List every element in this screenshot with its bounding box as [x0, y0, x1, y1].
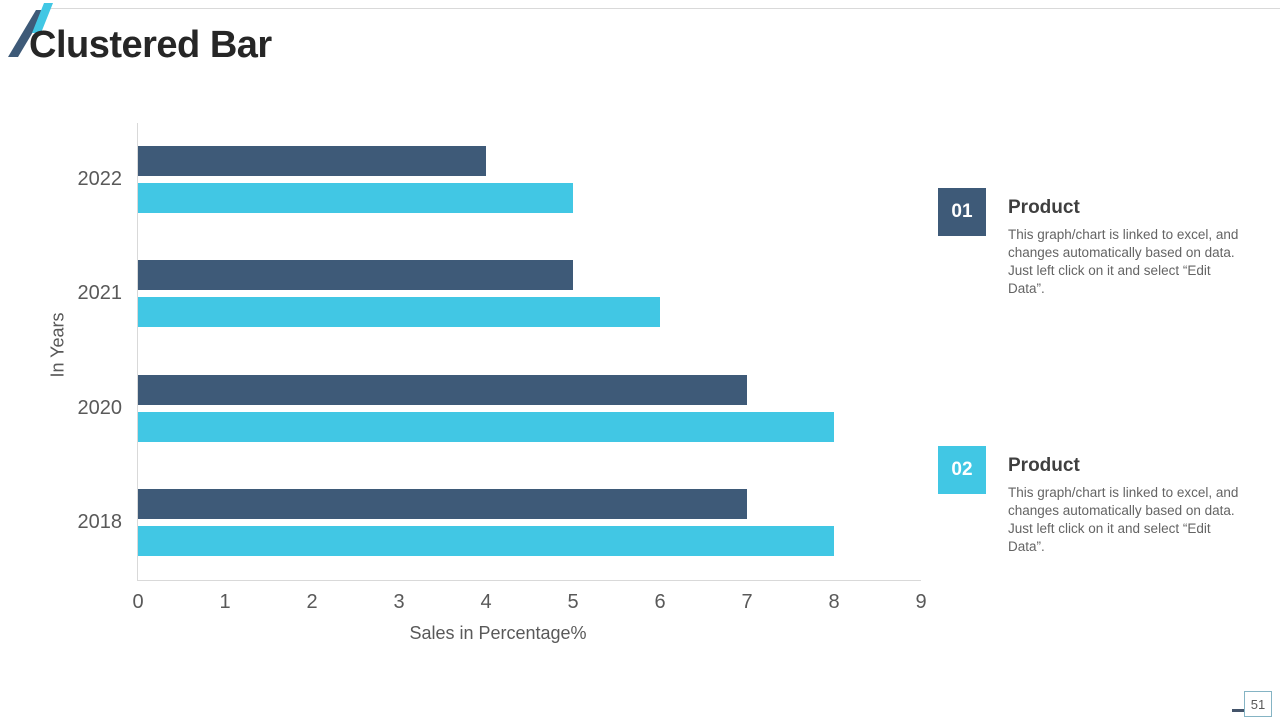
legend-02-number-badge: 02 — [938, 446, 986, 494]
x-tick-3: 3 — [393, 591, 405, 613]
x-axis-tick-labels: 0 1 2 3 4 5 6 7 8 9 — [132, 591, 926, 615]
bar-product-02-2018[interactable] — [138, 526, 834, 556]
legend-01-heading: Product — [1008, 197, 1080, 218]
category-label-2021: 2021 — [77, 282, 123, 304]
legend-02-description: This graph/chart is linked to excel, and… — [1008, 485, 1239, 554]
bar-product-02-2022[interactable] — [138, 183, 573, 213]
bar-product-02-2020[interactable] — [138, 412, 834, 442]
header-divider — [46, 8, 1280, 9]
bar-product-01-2021[interactable] — [138, 260, 573, 290]
bar-product-02-2021[interactable] — [138, 297, 660, 327]
logo-slash-cyan — [32, 3, 53, 33]
legend-01-number-badge: 01 — [938, 188, 986, 236]
clustered-bar-plot-area[interactable] — [137, 123, 921, 581]
bar-product-01-2020[interactable] — [138, 375, 747, 405]
page-number-dash — [1232, 709, 1244, 712]
y-axis-category-labels: 2022 2021 2020 2018 — [0, 123, 123, 580]
x-tick-5: 5 — [567, 591, 579, 613]
x-tick-1: 1 — [219, 591, 231, 613]
legend-block-product-01: 01 Product This graph/chart is linked to… — [938, 188, 1248, 298]
bar-product-01-2022[interactable] — [138, 146, 486, 176]
x-tick-7: 7 — [741, 591, 753, 613]
bar-product-01-2018[interactable] — [138, 489, 747, 519]
logo-slashes-icon — [8, 3, 53, 57]
x-tick-9: 9 — [915, 591, 927, 613]
page-title: Clustered Bar — [29, 24, 272, 66]
x-tick-4: 4 — [480, 591, 492, 613]
x-tick-6: 6 — [654, 591, 666, 613]
x-tick-8: 8 — [828, 591, 840, 613]
category-label-2020: 2020 — [77, 397, 123, 419]
x-tick-2: 2 — [306, 591, 318, 613]
legend-02-heading: Product — [1008, 455, 1080, 476]
legend-01-description: This graph/chart is linked to excel, and… — [1008, 227, 1239, 296]
category-label-2018: 2018 — [77, 511, 123, 533]
page-number-badge: 51 — [1244, 691, 1272, 717]
legend-block-product-02: 02 Product This graph/chart is linked to… — [938, 446, 1248, 556]
category-label-2022: 2022 — [77, 168, 123, 190]
x-axis-title: Sales in Percentage% — [409, 623, 587, 643]
x-tick-0: 0 — [132, 591, 144, 613]
